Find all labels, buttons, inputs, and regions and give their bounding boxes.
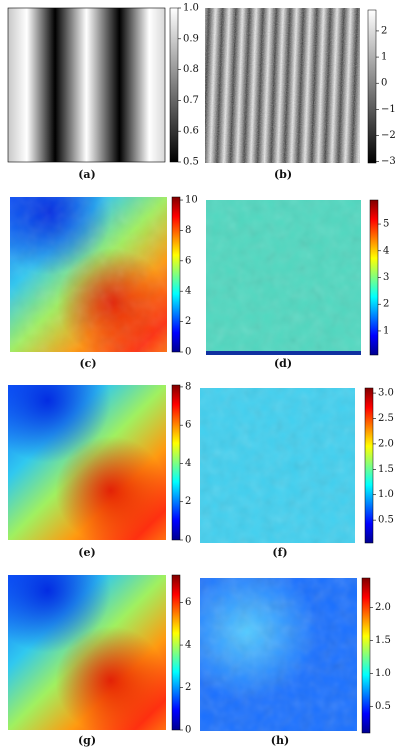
colorbar-tick-label: 1.0 [375,668,391,679]
colorbar-tick-label: −1 [381,104,396,115]
colorbar-tick-label: 4 [185,640,191,651]
colorbar-tick-label: 0.6 [183,126,199,137]
colorbar [364,387,374,544]
colorbar [361,577,371,734]
colorbar-tick-label: 0 [381,78,387,89]
panel-images [7,7,361,731]
colorbar-tick-label: 2 [185,496,191,507]
colorbar-tick-label: 1.0 [183,3,199,14]
caption: (a) [78,168,96,181]
colorbar-tick-label: 10 [185,195,198,206]
colorbar-tick-label: 6 [185,420,191,431]
image-d-noise [206,200,361,355]
colorbar-tick-label: 2 [383,299,389,310]
image-f-noise [200,388,355,543]
caption: (b) [274,168,292,181]
image-h-noise [200,578,357,731]
image-c-noise [10,197,167,352]
colorbar-tick-label: 0 [185,725,191,736]
colorbar-tick-label: 0.9 [183,33,199,44]
colorbar-tick-label: 1.5 [378,464,394,475]
colorbar-tick-label: 3 [383,272,389,283]
colorbar-tick-label: 2 [185,316,191,327]
colorbar-tick-label: 0.7 [183,95,199,106]
colorbar-tick-label: 6 [185,255,191,266]
colorbar-tick-label: 4 [185,286,191,297]
colorbar-tick-label: 3.0 [378,388,394,399]
colorbar-tick-label: 1.0 [378,489,394,500]
colorbar-tick-label: 2.0 [378,438,394,449]
colorbar-tick-label: 0.5 [375,701,391,712]
colorbar [171,384,181,541]
caption: (g) [78,734,96,747]
image-a [7,7,166,163]
colorbar-tick-label: −2 [381,130,396,141]
colorbar-tick-label: 5 [383,219,389,230]
colorbar-tick-label: 2 [381,25,387,36]
caption: (f) [272,546,287,559]
colorbar [369,199,379,356]
image-b-noise [205,8,360,163]
colorbar-tick-label: 2.5 [378,413,394,424]
caption: (e) [78,546,95,559]
colorbar-tick-label: 0.8 [183,64,199,75]
colorbar-tick-label: 2.0 [375,602,391,613]
colorbar-tick-label: 1 [381,52,387,63]
caption: (h) [271,734,289,747]
colorbar-tick-label: 0 [185,347,191,358]
caption: (c) [79,357,96,370]
image-e-high [8,385,166,540]
colorbar-tick-label: 4 [185,458,191,469]
colorbar-tick-label: 4 [383,245,389,256]
colorbar-tick-label: 8 [185,381,191,392]
colorbar-tick-label: 1 [383,325,389,336]
colorbar [171,196,181,353]
colorbar-tick-label: 0 [185,535,191,546]
colorbar-tick-label: 0.5 [378,515,394,526]
colorbar-tick-label: 6 [185,597,191,608]
caption: (d) [274,357,292,370]
colorbar-tick-label: 0.5 [183,157,199,168]
image-g-high [8,575,166,730]
colorbar [169,7,179,163]
colorbar-tick-label: −3 [381,156,396,167]
colorbar-tick-label: 8 [185,225,191,236]
image-d-edge [206,351,361,355]
colorbar-tick-label: 1.5 [375,635,391,646]
colorbar-tick-label: 2 [185,682,191,693]
colorbar [367,9,377,164]
colorbar [171,574,181,731]
